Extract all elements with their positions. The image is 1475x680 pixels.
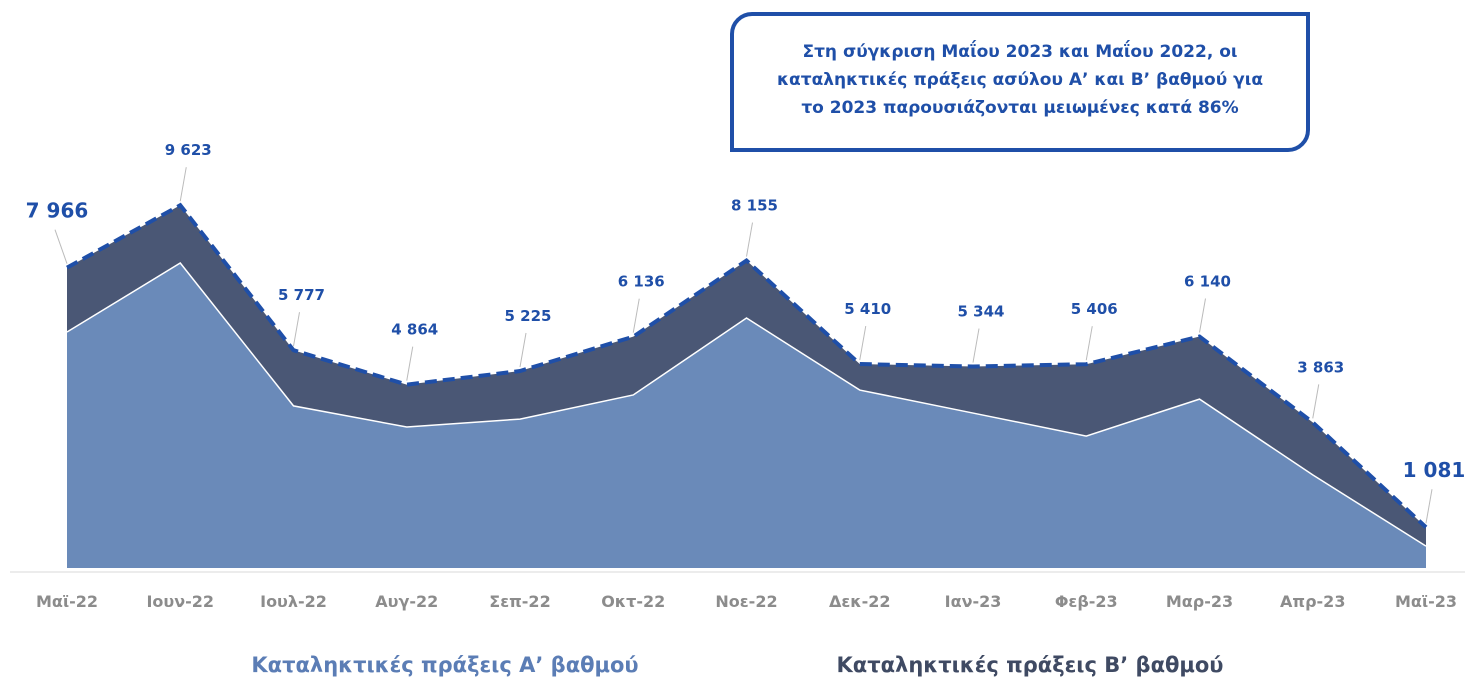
leader-line [632, 298, 640, 333]
data-label: 7 966 [26, 199, 89, 223]
leader-line [406, 346, 414, 381]
x-tick-label: Μαρ-23 [1166, 592, 1233, 611]
leader-line [859, 325, 867, 361]
leader-line [179, 167, 187, 202]
data-label: 4 864 [391, 321, 438, 339]
x-tick-label: Φεβ-23 [1055, 592, 1118, 611]
leader-line [972, 328, 980, 363]
x-tick-label: Οκτ-22 [601, 592, 665, 611]
leader-line [746, 222, 753, 257]
leader-line [519, 332, 527, 368]
data-label: 5 410 [844, 300, 891, 318]
x-tick-label: Ιαν-23 [945, 592, 1002, 611]
x-tick-label: Απρ-23 [1280, 592, 1345, 611]
data-label: 6 136 [618, 273, 665, 291]
area-a [67, 263, 1426, 568]
x-tick-label: Ιουλ-22 [260, 592, 327, 611]
x-tick-label: Αυγ-22 [375, 592, 438, 611]
data-label: 5 406 [1071, 300, 1118, 318]
legend-entry: Καταληκτικές πράξεις Β’ βαθμού [837, 653, 1224, 677]
leader-line [1425, 489, 1433, 524]
data-label: 6 140 [1184, 273, 1231, 291]
data-label: 8 155 [731, 197, 778, 215]
data-label: 1 081 [1403, 458, 1466, 482]
x-tick-label: Νοε-22 [715, 592, 777, 611]
leader-line [1312, 384, 1320, 419]
x-tick-label: Ιουν-22 [146, 592, 214, 611]
leader-line [1085, 326, 1093, 361]
area-a-edge [66, 262, 1427, 547]
total-outline [66, 202, 1428, 529]
data-label: 9 623 [165, 141, 212, 159]
leader-line [1199, 298, 1206, 333]
data-label: 5 225 [505, 307, 552, 325]
x-tick-label: Δεκ-22 [829, 592, 891, 611]
leader-line [293, 312, 300, 347]
x-tick-label: Σεπ-22 [489, 592, 550, 611]
data-label: 5 777 [278, 286, 325, 304]
data-label: 3 863 [1297, 358, 1344, 376]
leader-line [54, 229, 68, 264]
data-label: 5 344 [958, 303, 1005, 321]
x-tick-label: Μαϊ-23 [1395, 592, 1457, 611]
area-b [67, 205, 1426, 547]
x-tick-label: Μαϊ-22 [36, 592, 98, 611]
annotation: Στη σύγκριση Μαΐου 2023 και Μαΐου 2022, … [730, 12, 1310, 152]
legend-entry: Καταληκτικές πράξεις Α’ βαθμού [251, 653, 638, 677]
